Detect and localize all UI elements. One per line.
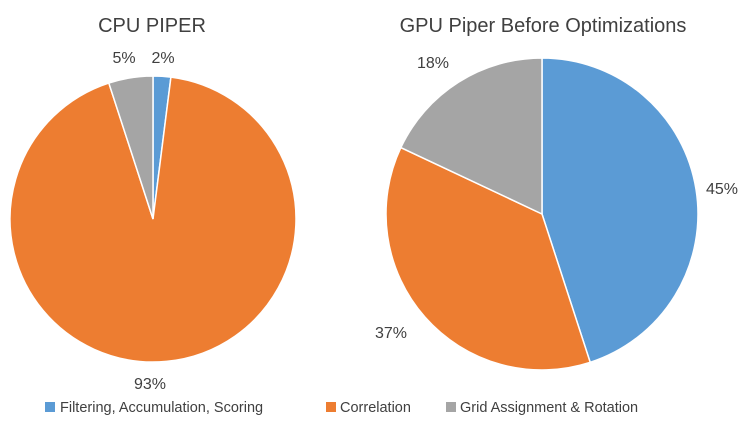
legend-swatch-correlation (326, 402, 336, 412)
gpu-piper-slice-correlation (385, 146, 592, 371)
gpu-piper-title: GPU Piper Before Optimizations (400, 15, 687, 37)
legend: Filtering, Accumulation, Scoring Correla… (45, 400, 638, 416)
cpu-piper-title: CPU PIPER (98, 15, 206, 37)
legend-item-filtering: Filtering, Accumulation, Scoring (45, 400, 263, 416)
legend-label-grid: Grid Assignment & Rotation (460, 400, 638, 416)
gpu-piper-label-correlation: 37% (375, 325, 407, 342)
gpu-piper-label-grid: 18% (417, 55, 449, 72)
cpu-piper-pie-chart: CPU PIPER 2% 93% 5% (9, 15, 297, 393)
legend-item-grid: Grid Assignment & Rotation (446, 400, 638, 416)
gpu-piper-slices (385, 57, 699, 371)
gpu-piper-slice-grid (399, 57, 543, 216)
gpu-piper-pie-chart: GPU Piper Before Optimizations 45% 37% 1… (375, 15, 738, 371)
legend-label-correlation: Correlation (340, 400, 411, 416)
cpu-piper-slice-correlation (9, 76, 297, 363)
gpu-piper-label-filtering: 45% (706, 181, 738, 198)
cpu-piper-label-filtering: 2% (151, 50, 174, 67)
legend-swatch-grid (446, 402, 456, 412)
cpu-piper-label-grid: 5% (112, 50, 135, 67)
legend-swatch-filtering (45, 402, 55, 412)
cpu-piper-label-correlation: 93% (134, 376, 166, 393)
gpu-piper-slice-filtering (541, 57, 699, 364)
legend-item-correlation: Correlation (326, 400, 411, 416)
cpu-piper-slices (9, 75, 297, 363)
legend-label-filtering: Filtering, Accumulation, Scoring (60, 400, 263, 416)
cpu-piper-slice-grid (107, 75, 154, 220)
